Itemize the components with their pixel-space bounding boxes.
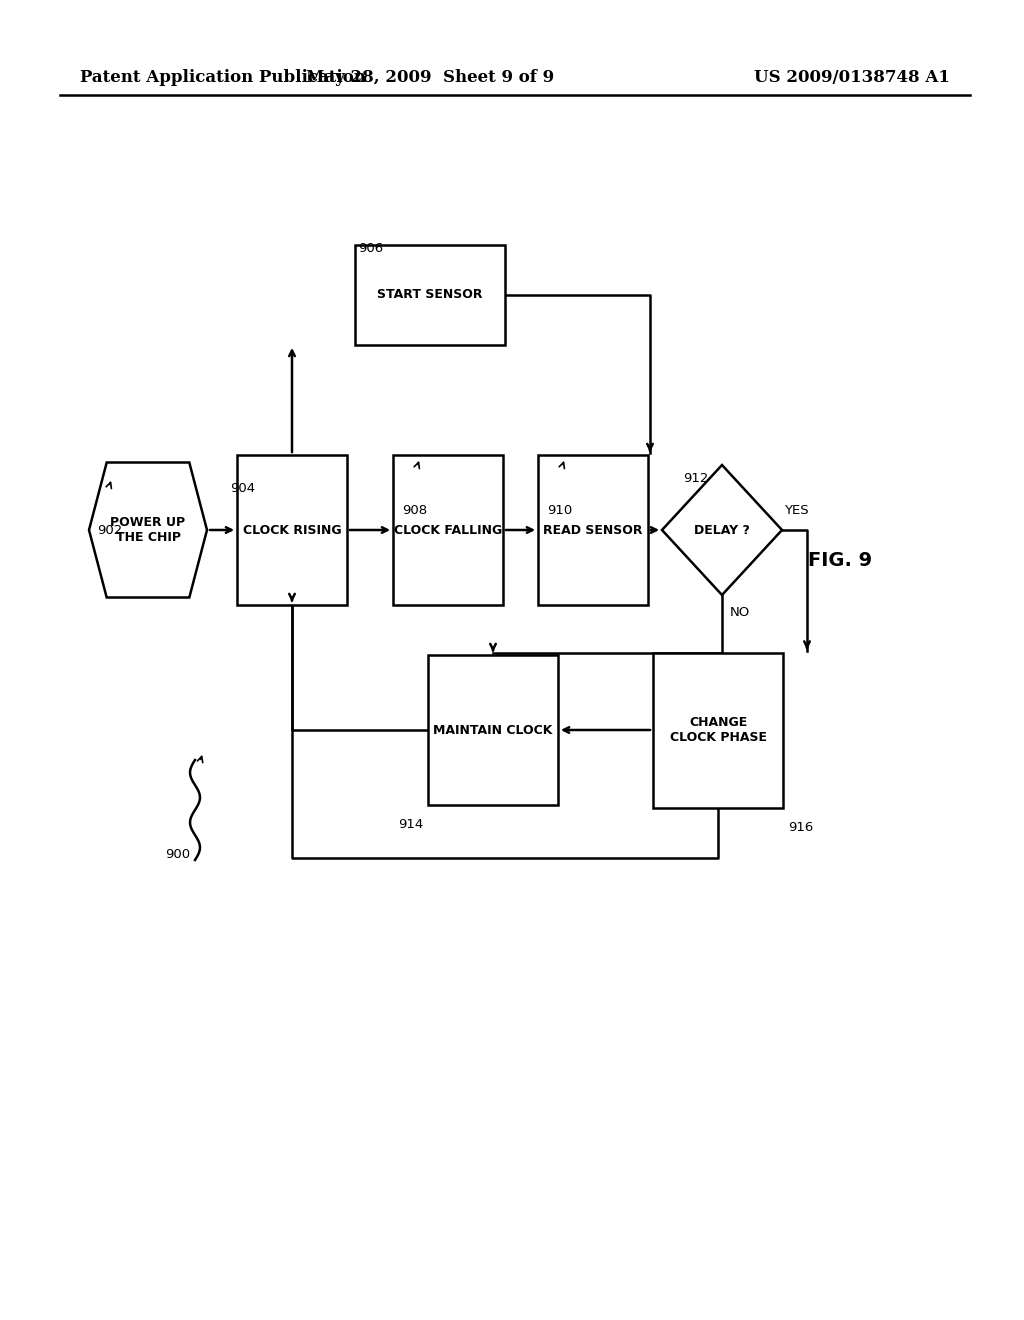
Text: CLOCK RISING: CLOCK RISING bbox=[243, 524, 341, 536]
Text: NO: NO bbox=[730, 606, 751, 619]
Bar bbox=[237, 455, 347, 605]
Text: CHANGE
CLOCK PHASE: CHANGE CLOCK PHASE bbox=[670, 715, 767, 744]
Text: YES: YES bbox=[784, 503, 809, 516]
Text: DELAY ?: DELAY ? bbox=[694, 524, 750, 536]
Polygon shape bbox=[662, 465, 782, 595]
Bar bbox=[393, 455, 503, 605]
Text: 902: 902 bbox=[97, 524, 122, 536]
Text: 914: 914 bbox=[397, 818, 423, 832]
Text: 910: 910 bbox=[547, 503, 572, 516]
Text: MAINTAIN CLOCK: MAINTAIN CLOCK bbox=[433, 723, 553, 737]
Text: START SENSOR: START SENSOR bbox=[377, 289, 482, 301]
Text: POWER UP
THE CHIP: POWER UP THE CHIP bbox=[111, 516, 185, 544]
Bar bbox=[355, 246, 505, 345]
Text: 916: 916 bbox=[788, 821, 813, 834]
Bar bbox=[538, 455, 648, 605]
Polygon shape bbox=[89, 462, 207, 598]
Text: Patent Application Publication: Patent Application Publication bbox=[80, 70, 366, 87]
Text: READ SENSOR: READ SENSOR bbox=[544, 524, 643, 536]
Text: FIG. 9: FIG. 9 bbox=[808, 550, 872, 569]
Bar bbox=[428, 655, 558, 805]
Text: US 2009/0138748 A1: US 2009/0138748 A1 bbox=[754, 70, 950, 87]
Text: 908: 908 bbox=[402, 503, 427, 516]
Text: 904: 904 bbox=[230, 482, 255, 495]
Text: 906: 906 bbox=[358, 242, 383, 255]
Text: May 28, 2009  Sheet 9 of 9: May 28, 2009 Sheet 9 of 9 bbox=[306, 70, 554, 87]
Bar bbox=[653, 652, 783, 808]
Text: CLOCK FALLING: CLOCK FALLING bbox=[394, 524, 502, 536]
Text: 912: 912 bbox=[683, 471, 709, 484]
Text: 900: 900 bbox=[165, 849, 190, 862]
